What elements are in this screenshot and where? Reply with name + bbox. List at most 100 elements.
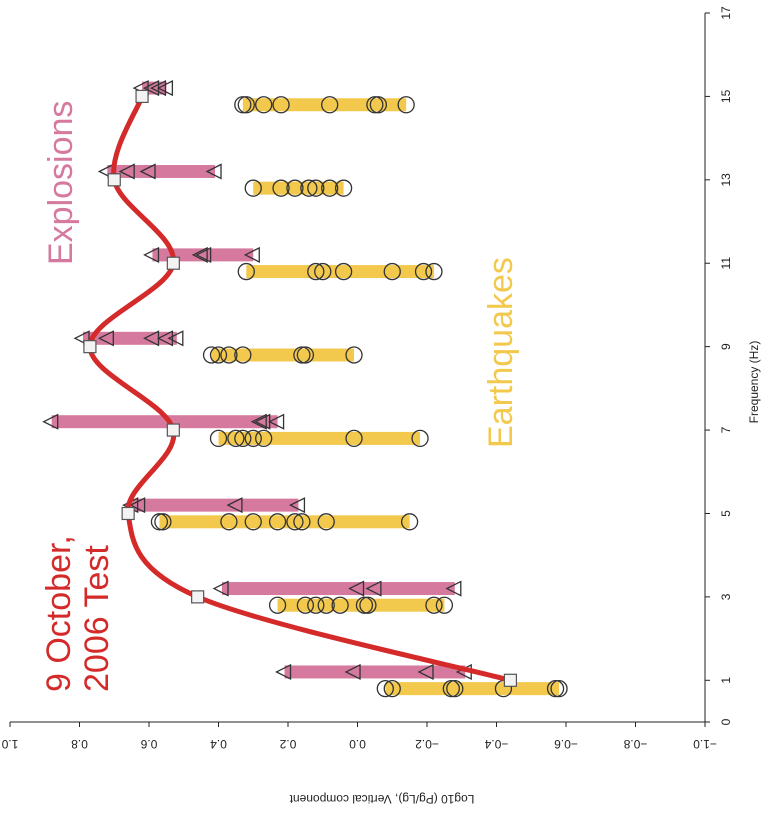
explosion-point	[205, 163, 222, 180]
ratio-tick-label: 1.0	[1, 737, 18, 751]
earthquake-point	[366, 96, 384, 114]
earthquake-range-bar	[218, 431, 421, 445]
ratio-tick-label: −0.6	[554, 737, 578, 751]
earthquake-point	[272, 96, 290, 114]
earthquake-point	[307, 596, 325, 614]
test-point	[191, 590, 205, 604]
ratio-tick-label: 0.0	[349, 737, 366, 751]
explosion-point	[139, 163, 156, 180]
earthquakes-label: Earthquakes	[482, 257, 520, 448]
earthquake-point	[268, 596, 287, 614]
explosion-point	[212, 580, 229, 597]
explosion-point	[97, 330, 114, 347]
earthquake-point	[369, 96, 388, 114]
explosion-range-bar	[51, 415, 278, 429]
ratio-tick-label: −0.8	[623, 737, 647, 751]
ratio-axis-title: Log10 (Pg/Lg), Vertical component	[289, 792, 474, 806]
frequency-tick-label: 17	[719, 6, 733, 20]
earthquake-point	[435, 596, 454, 614]
earthquake-point	[334, 179, 353, 197]
earthquake-range-bar	[211, 348, 355, 362]
earthquake-point	[255, 96, 273, 114]
earthquake-point	[220, 513, 238, 531]
earthquake-point	[359, 596, 377, 614]
explosion-point	[143, 330, 160, 347]
explosion-point	[250, 413, 267, 430]
explosion-point	[156, 330, 174, 347]
earthquake-point	[425, 262, 443, 281]
earthquake-point	[446, 679, 464, 698]
explosion-range-bar	[131, 498, 299, 512]
earthquake-point	[244, 429, 262, 448]
earthquake-point	[234, 429, 252, 448]
frequency-tick-label: 15	[719, 89, 733, 103]
ratio-tick-label: −0.2	[415, 737, 439, 751]
explosion-point	[143, 80, 160, 97]
earthquake-point	[411, 429, 429, 448]
ratio-tick-label: 0.6	[140, 737, 157, 751]
earthquake-point	[355, 596, 374, 614]
earthquake-point	[296, 346, 315, 364]
earthquake-point	[272, 179, 290, 197]
test-point	[121, 506, 135, 521]
earthquake-point	[296, 596, 315, 614]
earthquake-point	[209, 346, 228, 364]
explosion-point	[344, 663, 361, 681]
frequency-tick-label: 11	[719, 257, 733, 270]
ratio-tick-label: 0.2	[279, 737, 296, 751]
earthquake-point	[244, 513, 262, 531]
explosion-point	[243, 246, 260, 263]
explosion-range-bar	[221, 582, 455, 596]
test-curve	[87, 93, 513, 683]
explosion-point	[143, 246, 160, 263]
explosion-range-bar	[107, 164, 216, 178]
explosion-point	[275, 663, 292, 681]
earthquake-range-bar	[385, 682, 560, 696]
earthquake-point	[227, 429, 245, 448]
earthquake-point	[286, 513, 304, 531]
earthquake-point	[376, 679, 394, 698]
earthquake-point	[425, 596, 443, 614]
test-label-line2: 2006 Test	[78, 545, 116, 692]
earthquake-point	[300, 179, 318, 197]
earthquake-point	[286, 179, 304, 197]
earthquake-point	[307, 179, 325, 197]
earthquake-point	[317, 513, 335, 531]
explosion-point	[288, 497, 306, 514]
earthquake-point	[331, 596, 349, 614]
test-label-line1: 9 October,	[40, 535, 78, 692]
ratio-tick-label: 0.4	[210, 737, 227, 751]
earthquake-point	[293, 346, 311, 364]
explosion-point	[118, 163, 135, 180]
earthquake-point	[244, 179, 262, 197]
test-point	[166, 423, 180, 437]
earthquake-range-bar	[253, 181, 344, 195]
explosion-point	[365, 580, 382, 597]
earthquake-point	[345, 429, 363, 448]
earthquake-point	[234, 346, 252, 364]
explosion-point	[191, 246, 208, 263]
explosion-range-bar	[284, 665, 466, 679]
earthquake-point	[220, 346, 238, 364]
earthquake-range-bar	[242, 98, 407, 112]
earthquake-point	[383, 262, 401, 281]
explosion-point	[226, 497, 243, 514]
explosion-point	[268, 413, 285, 430]
test-point	[166, 256, 180, 270]
earthquake-point	[550, 679, 568, 698]
earthquake-point	[321, 96, 339, 114]
frequency-tick-label: 7	[719, 426, 733, 433]
earthquake-point	[202, 346, 221, 364]
frequency-tick-label: 3	[719, 593, 733, 600]
earthquake-point	[317, 596, 335, 614]
explosion-point	[417, 663, 434, 681]
earthquake-point	[268, 513, 287, 531]
frequency-tick-label: 0	[719, 718, 733, 725]
explosion-point	[254, 413, 271, 430]
earthquake-point	[314, 262, 332, 281]
earthquake-point	[237, 96, 255, 114]
frequency-axis-title: Frequency (Hz)	[747, 341, 761, 424]
frequency-tick-label: 9	[719, 343, 733, 350]
ratio-tick-label: 0.8	[71, 737, 88, 751]
